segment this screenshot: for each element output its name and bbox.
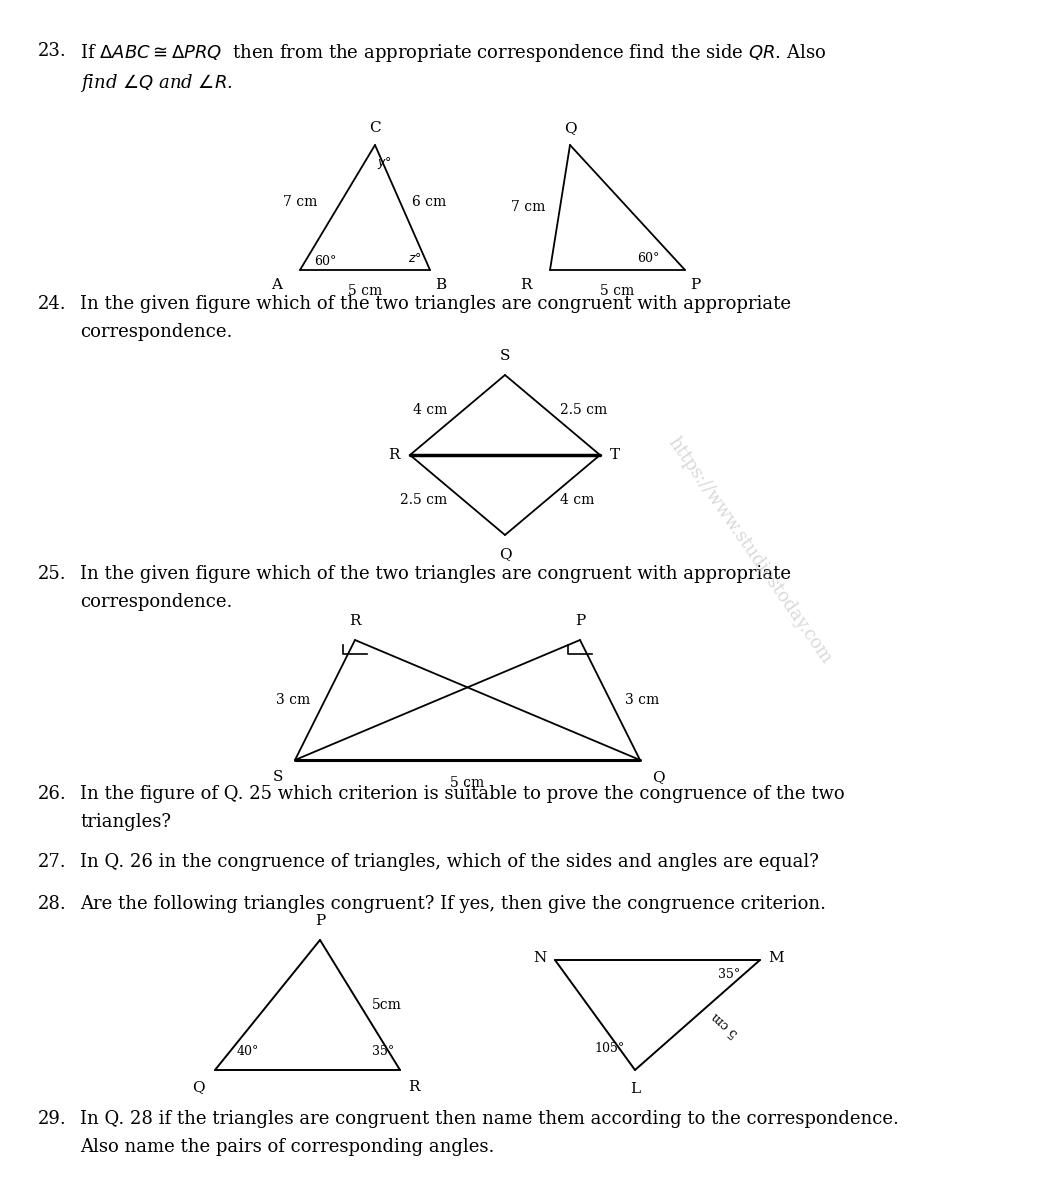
Text: 2.5 cm: 2.5 cm — [400, 493, 447, 506]
Text: In Q. 28 if the triangles are congruent then name them according to the correspo: In Q. 28 if the triangles are congruent … — [80, 1110, 899, 1128]
Text: 26.: 26. — [38, 785, 67, 803]
Text: P: P — [575, 614, 585, 628]
Text: 35°: 35° — [372, 1045, 394, 1058]
Text: 6 cm: 6 cm — [412, 194, 446, 209]
Text: $z°$: $z°$ — [408, 252, 422, 265]
Text: 27.: 27. — [38, 853, 66, 871]
Text: S: S — [273, 770, 284, 784]
Text: In the given figure which of the two triangles are congruent with appropriate: In the given figure which of the two tri… — [80, 565, 791, 583]
Text: 4 cm: 4 cm — [560, 493, 594, 506]
Text: triangles?: triangles? — [80, 814, 171, 830]
Text: R: R — [521, 278, 532, 292]
Text: find $\angle Q$ and $\angle R$.: find $\angle Q$ and $\angle R$. — [80, 72, 233, 94]
Text: 25.: 25. — [38, 565, 66, 583]
Text: Q: Q — [192, 1080, 205, 1094]
Text: 7 cm: 7 cm — [510, 200, 545, 214]
Text: R: R — [408, 1080, 420, 1094]
Text: P: P — [690, 278, 700, 292]
Text: 5cm: 5cm — [372, 998, 402, 1012]
Text: 5 cm: 5 cm — [600, 284, 634, 298]
Text: https://www.studiestoday.com: https://www.studiestoday.com — [665, 433, 836, 667]
Text: Q: Q — [499, 547, 511, 560]
Text: B: B — [435, 278, 446, 292]
Text: correspondence.: correspondence. — [80, 323, 232, 341]
Text: P: P — [315, 914, 326, 928]
Text: L: L — [630, 1082, 640, 1096]
Text: 24.: 24. — [38, 295, 66, 313]
Text: Q: Q — [564, 121, 576, 134]
Text: 28.: 28. — [38, 895, 67, 913]
Text: Are the following triangles congruent? If yes, then give the congruence criterio: Are the following triangles congruent? I… — [80, 895, 826, 913]
Text: 5 cm: 5 cm — [449, 776, 484, 790]
Text: $y°$: $y°$ — [377, 155, 392, 170]
Text: M: M — [768, 950, 783, 965]
Text: 4 cm: 4 cm — [413, 403, 447, 416]
Text: 40°: 40° — [237, 1045, 259, 1058]
Text: Q: Q — [652, 770, 665, 784]
Text: A: A — [271, 278, 282, 292]
Text: If $\Delta ABC \cong \Delta PRQ$  then from the appropriate correspondence find : If $\Delta ABC \cong \Delta PRQ$ then fr… — [80, 42, 826, 64]
Text: correspondence.: correspondence. — [80, 593, 232, 611]
Text: 23.: 23. — [38, 42, 67, 60]
Text: 5 cm: 5 cm — [709, 1010, 740, 1040]
Text: In the given figure which of the two triangles are congruent with appropriate: In the given figure which of the two tri… — [80, 295, 791, 313]
Text: 2.5 cm: 2.5 cm — [560, 403, 607, 416]
Text: 105°: 105° — [594, 1042, 625, 1055]
Text: 5 cm: 5 cm — [348, 284, 382, 298]
Text: 35°: 35° — [718, 968, 740, 982]
Text: 3 cm: 3 cm — [625, 692, 659, 707]
Text: 7 cm: 7 cm — [282, 194, 317, 209]
Text: T: T — [610, 448, 621, 462]
Text: Also name the pairs of corresponding angles.: Also name the pairs of corresponding ang… — [80, 1138, 495, 1156]
Text: N: N — [533, 950, 547, 965]
Text: 3 cm: 3 cm — [276, 692, 310, 707]
Text: R: R — [388, 448, 400, 462]
Text: S: S — [500, 349, 510, 362]
Text: In the figure of Q. 25 which criterion is suitable to prove the congruence of th: In the figure of Q. 25 which criterion i… — [80, 785, 844, 803]
Text: R: R — [350, 614, 361, 628]
Text: In Q. 26 in the congruence of triangles, which of the sides and angles are equal: In Q. 26 in the congruence of triangles,… — [80, 853, 819, 871]
Text: 60°: 60° — [637, 252, 660, 265]
Text: C: C — [370, 121, 381, 134]
Text: 29.: 29. — [38, 1110, 67, 1128]
Text: 60°: 60° — [314, 254, 336, 268]
